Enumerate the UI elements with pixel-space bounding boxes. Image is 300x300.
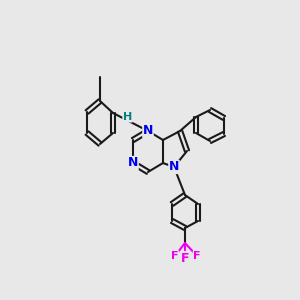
Text: H: H (123, 112, 132, 122)
Text: N: N (128, 157, 138, 169)
Text: F: F (193, 251, 201, 261)
Text: F: F (181, 251, 189, 265)
Text: N: N (143, 124, 153, 137)
Text: F: F (171, 251, 179, 261)
Text: N: N (169, 160, 179, 173)
